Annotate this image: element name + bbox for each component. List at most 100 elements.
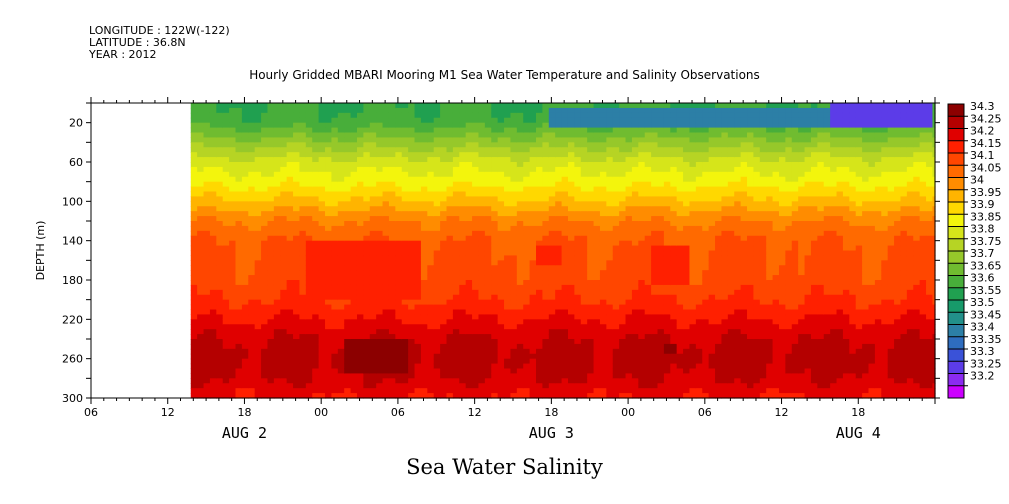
heatmap-cell [504, 230, 512, 237]
heatmap-cell [337, 388, 345, 394]
heatmap-cell [657, 353, 665, 360]
heatmap-cell [536, 255, 544, 261]
heatmap-cell [542, 166, 550, 173]
heatmap-cell [510, 147, 518, 153]
heatmap-cell [235, 211, 243, 217]
heatmap-cell [376, 280, 384, 286]
heatmap-cell [318, 304, 326, 311]
heatmap-cell [280, 142, 288, 148]
heatmap-cell [670, 142, 678, 148]
heatmap-cell [542, 255, 550, 261]
heatmap-cell [631, 378, 639, 384]
heatmap-cell [574, 255, 582, 261]
heatmap-cell [676, 368, 684, 375]
heatmap-cell [363, 201, 371, 207]
heatmap-cell [523, 157, 531, 163]
heatmap-cell [305, 363, 313, 370]
heatmap-cell [612, 383, 620, 389]
heatmap-cell [695, 191, 703, 198]
heatmap-cell [695, 378, 703, 384]
heatmap-cell [567, 255, 575, 261]
heatmap-cell [702, 304, 710, 311]
heatmap-cell [350, 225, 358, 232]
heatmap-cell [619, 304, 627, 311]
heatmap-cell [414, 314, 422, 320]
heatmap-cell [318, 329, 326, 335]
heatmap-cell [331, 339, 339, 345]
heatmap-cell [440, 260, 448, 266]
heatmap-cell [536, 378, 544, 384]
heatmap-cell [638, 358, 646, 365]
heatmap-cell [216, 260, 224, 266]
heatmap-cell [388, 304, 396, 311]
heatmap-cell [433, 201, 441, 207]
heatmap-cell [414, 255, 422, 261]
heatmap-cell [548, 152, 556, 158]
heatmap-cell [478, 216, 486, 222]
heatmap-cell [235, 339, 243, 345]
heatmap-cell [638, 211, 646, 217]
heatmap-cell [197, 309, 205, 316]
heatmap-cell [689, 358, 697, 365]
heatmap-cell [267, 383, 275, 389]
heatmap-cell [702, 260, 710, 266]
heatmap-cell [216, 319, 224, 325]
heatmap-cell [542, 299, 550, 306]
heatmap-cell [695, 181, 703, 188]
heatmap-cell [229, 260, 237, 266]
heatmap-cell [190, 343, 198, 350]
heatmap-cell [293, 112, 301, 119]
heatmap-cell [197, 142, 205, 148]
heatmap-cell [325, 304, 333, 311]
heatmap-cell [376, 122, 384, 129]
heatmap-cell [504, 383, 512, 389]
heatmap-cell [286, 176, 294, 183]
heatmap-cell [395, 181, 403, 188]
heatmap-cell [433, 162, 441, 168]
heatmap-cell [216, 166, 224, 173]
heatmap-cell [408, 107, 416, 114]
heatmap-cell [344, 117, 352, 124]
heatmap-cell [382, 147, 390, 153]
heatmap-cell [216, 339, 224, 345]
heatmap-cell [369, 152, 377, 158]
heatmap-cell [254, 147, 262, 153]
heatmap-cell [504, 176, 512, 183]
heatmap-cell [510, 166, 518, 173]
heatmap-cell [216, 393, 224, 399]
heatmap-cell [197, 107, 205, 114]
heatmap-cell [414, 211, 422, 217]
heatmap-cell [312, 270, 320, 276]
heatmap-cell [651, 216, 659, 222]
heatmap-cell [536, 358, 544, 365]
heatmap-cell [478, 152, 486, 158]
heatmap-cell [401, 191, 409, 198]
heatmap-cell [612, 201, 620, 207]
heatmap-cell [427, 393, 435, 399]
heatmap-cell [350, 147, 358, 153]
heatmap-cell [401, 368, 409, 375]
heatmap-cell [356, 201, 364, 207]
heatmap-cell [248, 319, 256, 325]
heatmap-cell [222, 221, 230, 227]
heatmap-cell [363, 393, 371, 399]
heatmap-cell [337, 265, 345, 271]
heatmap-cell [241, 383, 249, 389]
heatmap-cell [561, 314, 569, 320]
heatmap-cell [683, 240, 691, 247]
heatmap-cell [433, 294, 441, 301]
heatmap-cell [318, 225, 326, 232]
heatmap-cell [356, 196, 364, 202]
heatmap-cell [587, 132, 595, 139]
heatmap-cell [414, 196, 422, 202]
heatmap-cell [510, 196, 518, 202]
heatmap-cell [523, 270, 531, 276]
heatmap-cell [312, 348, 320, 355]
heatmap-cell [619, 166, 627, 173]
heatmap-cell [599, 393, 607, 399]
heatmap-cell [516, 240, 524, 247]
heatmap-cell [631, 383, 639, 389]
heatmap-cell [273, 324, 281, 330]
heatmap-cell [248, 112, 256, 119]
heatmap-cell [427, 216, 435, 222]
